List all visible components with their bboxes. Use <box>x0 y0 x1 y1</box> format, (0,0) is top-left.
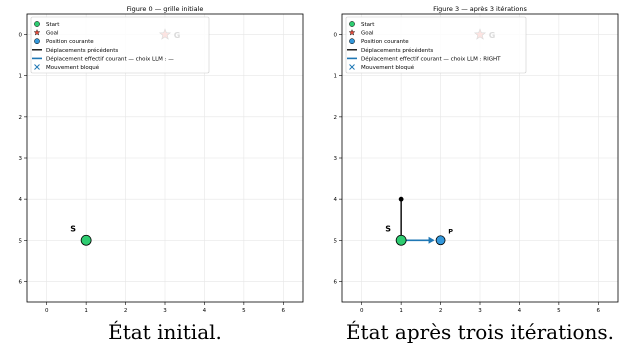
previous-position-dot <box>398 196 404 202</box>
y-tick-label: 6 <box>19 279 23 285</box>
x-tick-label: 0 <box>45 308 49 314</box>
chart-panel-after-3: Figure 3 — après 3 itérations 0 1 2 3 4 5 6 0 1 2 3… <box>334 5 619 314</box>
x-tick-label: 1 <box>84 308 88 314</box>
caption-initial: État initial. <box>108 320 222 344</box>
start-marker <box>80 234 92 246</box>
current-position-marker <box>435 235 446 246</box>
legend-entry: Déplacement effectif courant — choix LLM… <box>361 55 501 62</box>
legend-entry: Position courante <box>46 39 94 45</box>
legend-start-icon <box>34 21 40 27</box>
legend-entry: Déplacement effectif courant — choix LLM… <box>46 55 174 62</box>
legend-entry: Mouvement bloqué <box>361 64 415 71</box>
y-tick-label: 2 <box>334 115 338 121</box>
y-tick-label: 4 <box>19 197 23 203</box>
y-tick-label: 4 <box>334 197 338 203</box>
start-label: S <box>385 224 391 233</box>
legend-box <box>30 16 210 74</box>
legend-entry: Mouvement bloqué <box>46 64 100 71</box>
start-marker <box>395 234 407 246</box>
x-tick-label: 4 <box>203 308 207 314</box>
y-tick-label: 5 <box>19 238 23 244</box>
legend-entry: Position courante <box>361 39 409 45</box>
y-tick-label: 1 <box>19 74 23 80</box>
x-tick-label: 0 <box>360 308 364 314</box>
current-move-arrowhead <box>428 236 435 244</box>
start-label: S <box>70 224 76 233</box>
legend-current-icon <box>34 38 40 45</box>
x-tick-label: 2 <box>439 308 443 314</box>
x-tick-label: 3 <box>163 308 167 314</box>
x-tick-label: 6 <box>282 308 286 314</box>
y-tick-label: 6 <box>334 279 338 285</box>
y-tick-label: 1 <box>334 74 338 80</box>
legend-goal-icon <box>348 29 356 36</box>
x-tick-label: 6 <box>597 308 601 314</box>
legend-goal-icon <box>33 29 41 36</box>
y-tick-label: 0 <box>19 33 23 39</box>
y-tick-label: 2 <box>19 115 23 121</box>
legend-current-icon <box>349 38 355 45</box>
x-tick-label: 1 <box>399 308 403 314</box>
x-tick-label: 5 <box>242 308 246 314</box>
y-tick-label: 3 <box>19 156 23 162</box>
chart-title: Figure 3 — après 3 itérations <box>433 5 527 13</box>
legend-entry: Goal <box>361 31 374 37</box>
chart-panel-initial: Figure 0 — grille initiale 0 1 2 3 4 5 6 0 1 2 3 4 5 6… <box>19 5 304 314</box>
y-tick-label: 0 <box>334 33 338 39</box>
legend-start-icon <box>349 21 355 27</box>
legend-blocked-icon <box>34 64 40 70</box>
legend-box <box>345 16 527 74</box>
caption-after-3: État après trois itérations. <box>345 320 615 344</box>
chart-title: Figure 0 — grille initiale <box>127 5 204 13</box>
legend-entry: Start <box>361 22 375 28</box>
legend-entry: Goal <box>46 31 59 37</box>
x-tick-label: 4 <box>518 308 522 314</box>
legend-entry: Déplacements précédents <box>361 47 433 54</box>
x-tick-label: 2 <box>124 308 128 314</box>
x-tick-label: 5 <box>557 308 561 314</box>
current-position-label: P <box>448 227 453 235</box>
y-tick-label: 3 <box>334 156 338 162</box>
legend-blocked-icon <box>349 64 355 70</box>
legend-entry: Déplacements précédents <box>46 47 118 54</box>
legend-entry: Start <box>46 22 60 28</box>
y-tick-label: 5 <box>334 238 338 244</box>
x-tick-label: 3 <box>478 308 482 314</box>
